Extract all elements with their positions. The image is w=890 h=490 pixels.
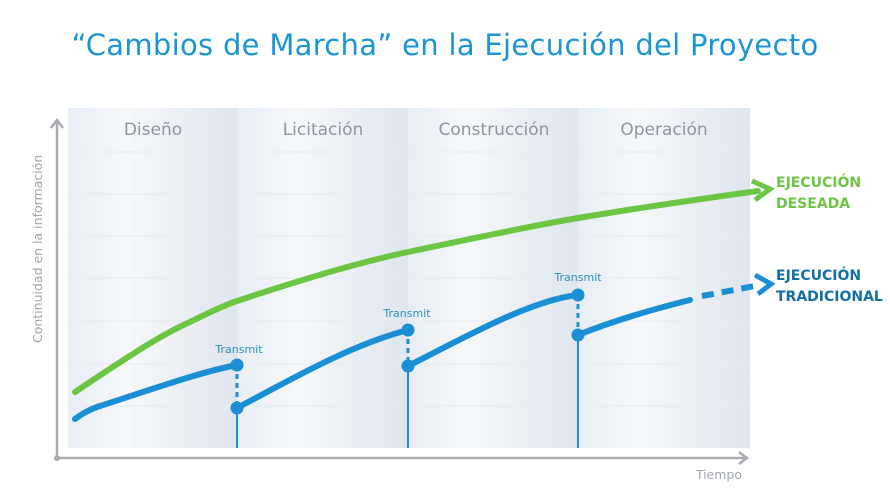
phase-label-licitacion: Licitación bbox=[283, 120, 364, 140]
y-axis-arrow-icon bbox=[50, 117, 64, 129]
transmit-label-2: Transmit bbox=[382, 307, 431, 320]
phase-label-operacion: Operación bbox=[620, 120, 707, 140]
traditional-label-line1: EJECUCIÓN bbox=[776, 266, 861, 284]
axes bbox=[50, 117, 750, 465]
page-title: “Cambios de Marcha” en la Ejecución del … bbox=[71, 28, 819, 62]
desired-label-line1: EJECUCIÓN bbox=[776, 173, 861, 191]
desired-execution-line bbox=[72, 188, 761, 395]
traditional-arrow-icon bbox=[753, 272, 776, 296]
axis-origin bbox=[54, 455, 60, 461]
x-axis-label: Tiempo bbox=[695, 467, 742, 482]
transmit-label-1: Transmit bbox=[214, 343, 263, 356]
transmit-label-3: Transmit bbox=[553, 271, 602, 284]
phase-label-diseno: Diseño bbox=[124, 120, 182, 140]
phase-label-construccion: Construcción bbox=[439, 120, 550, 140]
transmit-points bbox=[230, 288, 585, 415]
traditional-label-line2: TRADICIONAL bbox=[776, 289, 883, 305]
desired-label-line2: DESEADA bbox=[776, 196, 850, 212]
traditional-execution-line bbox=[72, 282, 761, 422]
y-axis-label: Continuidad en la información bbox=[30, 155, 45, 343]
desired-arrow-icon bbox=[750, 178, 775, 203]
x-axis-arrow-icon bbox=[738, 451, 750, 465]
transmit-lines bbox=[236, 335, 579, 448]
